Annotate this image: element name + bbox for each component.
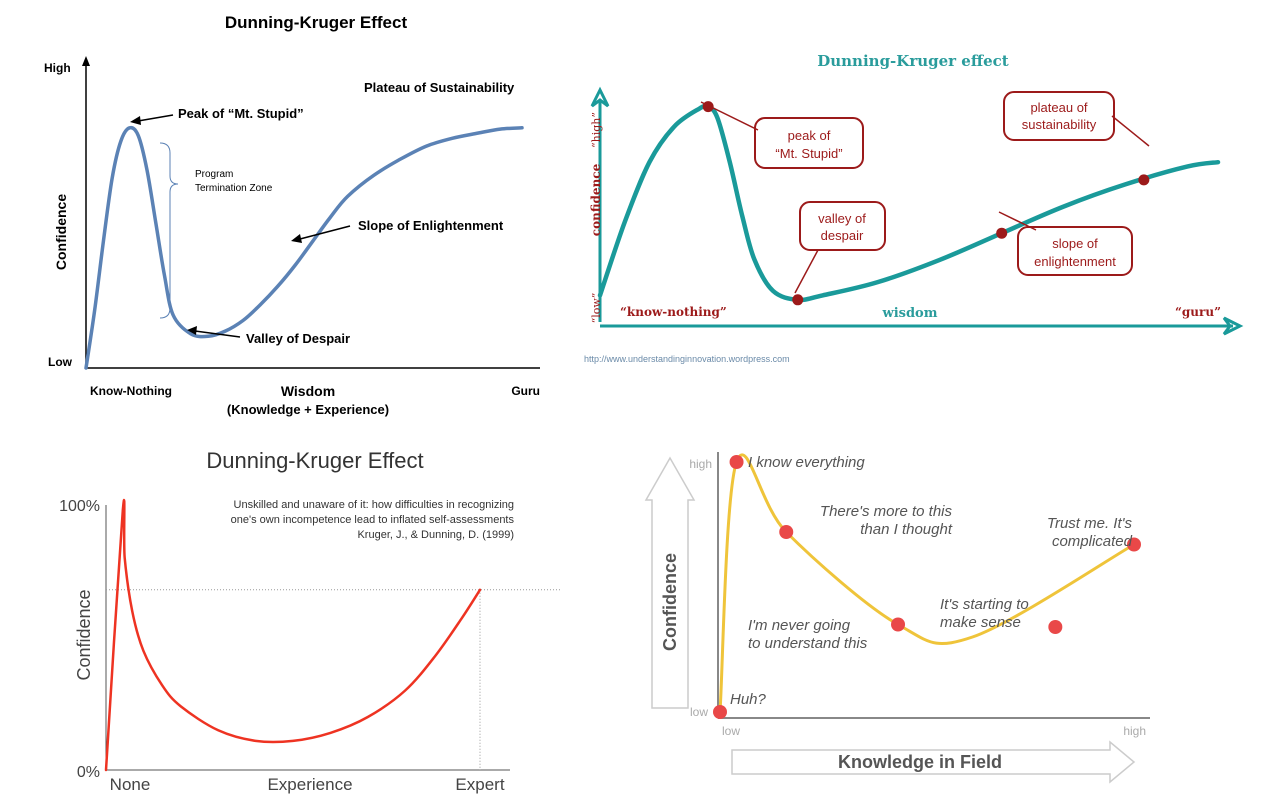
chart-1-xlabel-sub: (Knowledge + Experience) <box>227 402 389 417</box>
chart-4-label-starting-line2: make sense <box>940 614 1021 631</box>
chart-3-subtitle-line2: one's own incompetence lead to inflated … <box>231 514 515 526</box>
chart-1: Dunning-Kruger Effect High Low Confidenc… <box>44 13 540 417</box>
chart-2-ytick-low: “low” <box>590 293 603 324</box>
chart-1-series-line <box>84 125 524 370</box>
chart-3: Dunning-Kruger Effect Unskilled and unaw… <box>59 448 560 794</box>
chart-1-title: Dunning-Kruger Effect <box>225 13 408 32</box>
chart-2-point-1 <box>792 294 804 306</box>
chart-1-arrowhead-slope <box>291 234 302 243</box>
chart-4-label-trust-line1: Trust me. It's <box>1047 515 1133 532</box>
chart-4-series-line <box>718 453 1136 714</box>
chart-1-xtick-end: Guru <box>511 384 540 398</box>
chart-1-ylabel: Confidence <box>53 194 69 270</box>
chart-1-annotation-valley: Valley of Despair <box>246 331 350 346</box>
chart-panel-1: Dunning-Kruger Effect High Low Confidenc… <box>0 0 560 420</box>
chart-2-connector-valley <box>794 249 819 294</box>
chart-2-box-valley <box>799 201 886 251</box>
chart-3-series-line <box>104 498 482 772</box>
chart-4-label-more-line2: than I thought <box>860 521 953 538</box>
chart-3-ylabel: Confidence <box>74 589 94 680</box>
chart-3-xtick-expert: Expert <box>455 775 504 794</box>
chart-2-label-slope-line1: slope of <box>1052 236 1098 251</box>
chart-2-connector-plateau <box>1111 115 1150 147</box>
chart-panel-2: Dunning-Kruger effect confidence “high” … <box>578 40 1248 370</box>
chart-2-point-3 <box>1138 174 1150 186</box>
chart-3-xtick-none: None <box>110 775 151 794</box>
chart-1-arrowhead-valley <box>187 326 197 335</box>
chart-2-xtick-start: “know-nothing” <box>620 305 727 319</box>
chart-2-label-peak-line1: peak of <box>788 128 831 143</box>
chart-1-annotation-peak: Peak of “Mt. Stupid” <box>178 106 304 121</box>
chart-1-ytick-low: Low <box>48 355 73 369</box>
chart-4-label-more-line1: There's more to this <box>820 503 953 520</box>
chart-2-label-peak-line2: “Mt. Stupid” <box>775 146 842 161</box>
chart-4-label-never-line1: I'm never going <box>748 617 851 634</box>
chart-1-arrowhead-peak <box>130 116 141 125</box>
chart-2-label-slope-line2: enlightenment <box>1034 254 1116 269</box>
chart-4-label-know-everything: I know everything <box>748 454 865 471</box>
chart-2-point-2 <box>996 227 1008 239</box>
chart-1-ytick-high: High <box>44 61 71 75</box>
chart-1-xtick-start: Know-Nothing <box>90 384 172 398</box>
chart-2-connector-slope <box>998 211 1037 231</box>
chart-2-source: http://www.understandinginnovation.wordp… <box>584 354 790 364</box>
chart-3-subtitle-line3: Kruger, J., & Dunning, D. (1999) <box>357 529 514 541</box>
chart-2-box-plateau <box>1003 91 1115 141</box>
chart-2-y-axis-arrow <box>590 86 610 108</box>
chart-4: Confidence Knowledge in Field high low l… <box>644 452 1150 784</box>
chart-4-ytick-low: low <box>690 705 708 719</box>
chart-4-ylabel: Confidence <box>660 553 680 651</box>
chart-2-title: Dunning-Kruger effect <box>817 52 1009 70</box>
chart-3-ytick-100: 100% <box>59 498 100 515</box>
chart-1-termination-bracket <box>159 142 179 319</box>
chart-4-knowledge-arrow <box>731 740 1136 784</box>
chart-2-label-plateau-line2: sustainability <box>1022 117 1097 132</box>
chart-1-annotation-slope: Slope of Enlightenment <box>358 218 504 233</box>
chart-4-xlabel: Knowledge in Field <box>838 752 1002 772</box>
chart-2-connector-peak <box>700 101 759 131</box>
chart-4-point-1 <box>729 455 744 469</box>
chart-1-arrow-valley <box>194 330 241 338</box>
chart-1-xlabel: Wisdom <box>281 383 335 399</box>
chart-4-point-2 <box>779 525 794 539</box>
chart-2-xtick-end: “guru” <box>1175 305 1221 319</box>
chart-1-arrow-slope <box>299 225 351 240</box>
chart-4-points <box>713 455 1141 719</box>
chart-2-box-slope <box>1017 226 1133 276</box>
chart-1-annotation-plateau: Plateau of Sustainability <box>364 80 515 95</box>
chart-2-ytick-high: “high” <box>590 112 603 148</box>
chart-panel-4: Confidence Knowledge in Field high low l… <box>640 440 1276 800</box>
chart-panel-3: Dunning-Kruger Effect Unskilled and unaw… <box>40 440 560 800</box>
chart-3-xtick-experience: Experience <box>267 775 352 794</box>
chart-4-point-4 <box>1048 620 1063 634</box>
chart-4-point-0 <box>713 705 727 719</box>
chart-3-title: Dunning-Kruger Effect <box>206 448 423 473</box>
chart-4-label-huh: Huh? <box>730 691 767 708</box>
chart-4-ytick-high: high <box>689 457 712 471</box>
chart-2-xlabel: wisdom <box>882 306 938 321</box>
chart-2-label-valley-line1: valley of <box>818 211 866 226</box>
chart-4-xtick-high: high <box>1123 724 1146 738</box>
chart-1-y-axis-arrow <box>82 56 90 66</box>
chart-1-annotation-termination-zone: Termination Zone <box>195 183 273 194</box>
chart-4-label-never-line2: to understand this <box>748 635 868 652</box>
chart-3-subtitle-line1: Unskilled and unaware of it: how difficu… <box>234 499 514 511</box>
chart-2-label-plateau-line1: plateau of <box>1030 100 1087 115</box>
chart-4-label-starting-line1: It's starting to <box>940 596 1029 613</box>
chart-2: Dunning-Kruger effect confidence “high” … <box>584 52 1244 364</box>
chart-4-point-3 <box>891 617 906 632</box>
chart-1-annotation-program: Program <box>195 169 233 180</box>
chart-2-ylabel: confidence <box>589 163 603 236</box>
chart-1-arrow-peak <box>137 114 174 122</box>
chart-4-confidence-arrow <box>644 456 696 709</box>
chart-2-box-peak <box>754 117 864 169</box>
chart-3-ytick-0: 0% <box>77 764 100 781</box>
chart-2-x-axis-arrow <box>1222 316 1244 336</box>
chart-4-label-trust-line2: complicated <box>1052 533 1133 550</box>
chart-2-series-line <box>597 103 1221 303</box>
chart-2-label-valley-line2: despair <box>821 228 864 243</box>
chart-4-xtick-low: low <box>722 724 740 738</box>
chart-4-point-5 <box>1127 537 1141 552</box>
